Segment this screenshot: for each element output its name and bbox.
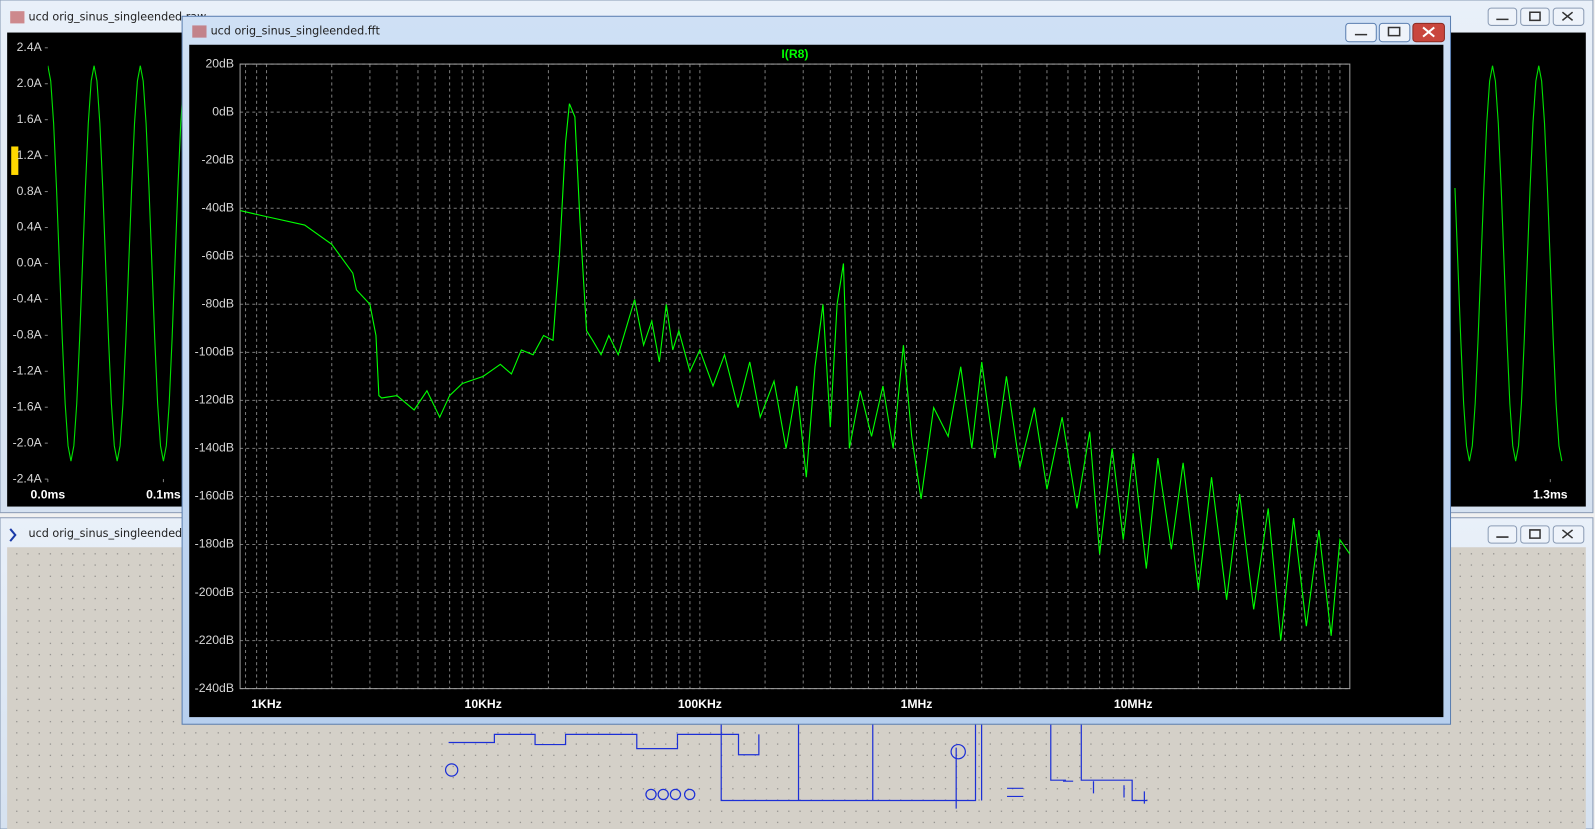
x-tick-label: 0.1ms [146, 488, 181, 502]
window-title: ucd orig_sinus_singleended.asc [29, 527, 205, 540]
y-tick-label: -120dB [195, 393, 234, 407]
y-tick-label: -160dB [195, 489, 234, 503]
window-controls[interactable] [1345, 22, 1445, 43]
window-title: ucd orig_sinus_singleended.raw [29, 10, 207, 23]
fft-window: ucd orig_sinus_singleended.fft 20dB 0dB -2… [181, 15, 1452, 725]
y-tick-label: -1.2A [13, 363, 43, 377]
x-tick-label: 10MHz [1114, 697, 1153, 711]
y-tick-label: -180dB [195, 537, 234, 551]
y-tick-label: -240dB [195, 681, 234, 695]
y-tick-label: -0.8A [13, 328, 43, 342]
x-tick-label: 1MHz [901, 697, 933, 711]
y-tick-label: 0.0A [17, 256, 43, 270]
legend-entry: I(R8) [781, 47, 808, 61]
y-tick-label: 0.8A [17, 184, 43, 198]
y-tick-label: -0.4A [13, 292, 43, 306]
x-tick-label: 0.0ms [31, 488, 66, 502]
y-tick-label: -1.6A [13, 399, 43, 413]
y-tick-label: -20dB [201, 152, 234, 166]
y-tick-label: -220dB [195, 633, 234, 647]
y-tick-label: 2.0A [17, 76, 43, 90]
y-tick-label: 0.4A [17, 220, 43, 234]
fft-plot: 20dB 0dB -20dB -40dB -60dB -80dB -100dB -120dB -… [195, 47, 1351, 711]
x-tick-label: 100KHz [678, 697, 722, 711]
y-tick-label: 1.2A [17, 148, 43, 162]
y-tick-label: -100dB [195, 345, 234, 359]
y-tick-label: -140dB [195, 441, 234, 455]
y-tick-label: -40dB [201, 200, 234, 214]
window-controls[interactable] [1487, 525, 1585, 544]
trace [240, 103, 1350, 641]
x-tick-label: 1KHz [251, 697, 281, 711]
y-tick-label: 2.4A [17, 40, 43, 54]
y-tick-label: -2.0A [13, 435, 43, 449]
window-controls[interactable] [1487, 7, 1585, 26]
y-tick-label: -2.4A [13, 471, 43, 485]
x-tick-label: 10KHz [465, 697, 502, 711]
y-tick-label: -80dB [201, 297, 234, 311]
y-tick-label: -200dB [195, 585, 234, 599]
y-tick-label: -60dB [201, 248, 234, 262]
schematic [444, 724, 1148, 809]
y-tick-label: 0dB [212, 104, 234, 118]
x-tick-label: 1.3ms [1533, 488, 1568, 502]
plot-frame [239, 63, 1351, 690]
trace [47, 65, 1563, 462]
waveform-plot: 2.4A 2.0A 1.6A 1.2A 0.8A 0.4A 0.0A -0.4A -0.8A -1… [13, 40, 1568, 502]
y-tick-label: 20dB [206, 56, 234, 70]
window-title: ucd orig_sinus_singleended.fft [211, 25, 381, 38]
y-tick-label: 1.6A [17, 112, 43, 126]
